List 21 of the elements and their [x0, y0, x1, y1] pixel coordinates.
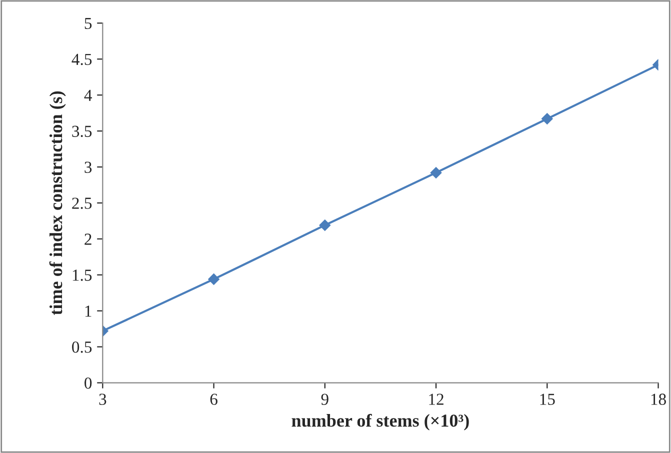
y-tick-label: 3	[84, 162, 92, 173]
point	[319, 220, 331, 231]
x-tick-label: 9	[321, 394, 328, 405]
x-tick-label: 18	[651, 394, 666, 405]
x-tick-label: 6	[210, 394, 218, 405]
y-tick-label: 2	[84, 234, 92, 245]
y-tick-label: 5	[84, 18, 92, 30]
y-axis-title: time of index construction (s)	[49, 91, 66, 315]
x-tick-label: 3	[99, 394, 106, 405]
y-tick-label: 2.5	[72, 198, 92, 209]
y-tick-label: 1	[85, 306, 92, 317]
y-tick-label: 4	[84, 90, 92, 101]
y-tick-label: 0.5	[72, 342, 92, 353]
point	[430, 167, 442, 178]
y-tick-label: 4.5	[72, 54, 92, 66]
y-tick-label: 3.5	[72, 126, 92, 138]
x-axis-title: number of stems (×10³)	[292, 414, 469, 430]
x-tick-label: 15	[540, 394, 555, 405]
x-tick-label: 12	[429, 394, 444, 405]
y-tick-label: 1.5	[72, 270, 92, 281]
y-tick-label: 0	[84, 377, 92, 389]
